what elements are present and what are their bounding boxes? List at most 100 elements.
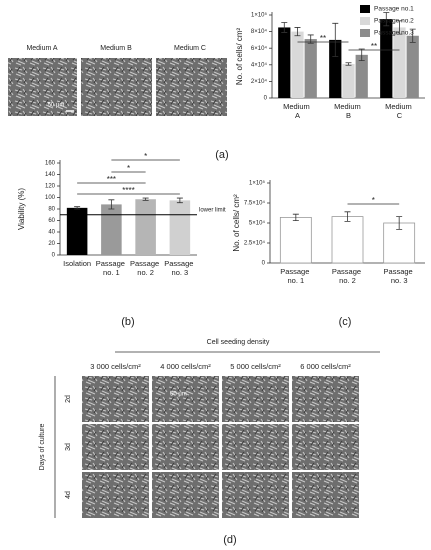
bar [393, 27, 406, 99]
y-tick-label: 7.5×10⁴ [244, 200, 266, 207]
panel-a-images: Medium A Medium B Medium C 50 μm (a) [8, 45, 229, 161]
legend-label: Passage no.3 [374, 30, 414, 37]
column-label: 5 000 cells/cm² [230, 362, 281, 371]
micrograph [292, 376, 359, 422]
x-tick-label: Passage no. 2 [332, 267, 363, 285]
y-tick-label: 5×10⁴ [249, 220, 266, 227]
column-label: 6 000 cells/cm² [300, 362, 351, 371]
error-bar [281, 22, 288, 33]
medium-label: Medium C [174, 45, 206, 52]
error-bar [409, 28, 416, 43]
x-tick-label: Passage no. 1 [280, 267, 311, 285]
y-axis-label: No. of cells/ cm² [235, 27, 244, 85]
column-label: 4 000 cells/cm² [160, 362, 211, 371]
row-label: 4d [65, 491, 72, 499]
micrograph [222, 472, 289, 518]
significance-label: * [144, 152, 147, 161]
panel-title: Cell seeding density [207, 339, 270, 346]
micrograph [152, 424, 219, 470]
bar [291, 31, 304, 99]
bar [406, 35, 419, 98]
error-bar [142, 197, 149, 201]
micrograph [292, 424, 359, 470]
micrograph [8, 58, 77, 116]
column-label: 3 000 cells/cm² [90, 362, 141, 371]
y-tick-label: 20 [48, 241, 55, 247]
scale-bar-label: 50 μm [48, 103, 65, 109]
bar [169, 200, 191, 255]
micrograph [82, 472, 149, 518]
scale-bar-label: 50 μm [170, 392, 187, 398]
bar [331, 216, 364, 264]
micrograph [222, 424, 289, 470]
legend-swatch [360, 29, 370, 37]
y-tick-label: 0 [264, 96, 268, 102]
panel-label: (c) [339, 316, 352, 328]
panel-d: Cell seeding density Days of culture (d) [39, 339, 380, 546]
bar [355, 54, 368, 98]
error-bar [176, 197, 183, 204]
bar [135, 199, 156, 255]
micrograph [152, 376, 219, 422]
error-bar [396, 20, 403, 35]
micrograph [292, 472, 359, 518]
y-tick-label: 120 [45, 184, 56, 190]
significance-label: * [372, 196, 375, 205]
x-tick-label: Passage no. 3 [384, 267, 415, 285]
medium-label: Medium A [26, 45, 57, 52]
row-label: 3d [65, 443, 72, 451]
y-tick-label: 60 [48, 218, 55, 224]
y-tick-label: 160 [45, 161, 56, 167]
reference-label: lower limit [199, 207, 226, 213]
y-axis-label: No. of cells/ cm² [232, 194, 241, 252]
bar [278, 27, 291, 99]
x-tick-label: Medium C [385, 102, 414, 120]
y-tick-label: 0 [52, 253, 56, 259]
significance-label: *** [107, 175, 116, 184]
significance-label: ** [371, 42, 377, 51]
y-tick-label: 40 [48, 230, 55, 236]
legend-swatch [360, 5, 370, 13]
micrograph [156, 58, 227, 116]
y-tick-label: 4×10⁴ [251, 61, 268, 68]
error-bar [74, 206, 81, 210]
y-tick-label: 80 [48, 207, 55, 213]
bar [279, 216, 312, 264]
y-tick-label: 0 [262, 261, 266, 267]
y-tick-label: 140 [45, 172, 56, 178]
medium-label: Medium B [100, 45, 132, 52]
bar [380, 19, 393, 98]
micrograph [82, 424, 149, 470]
y-tick-label: 8×10⁴ [251, 28, 268, 35]
micrograph [82, 376, 149, 422]
x-tick-label: Passage no. 3 [164, 259, 195, 277]
error-bar [294, 27, 301, 37]
panel-label: (d) [223, 534, 236, 546]
bar [101, 204, 122, 255]
y-axis-label: Viability (%) [17, 188, 26, 230]
y-tick-label: 1×10⁵ [251, 12, 268, 19]
error-bar [332, 22, 339, 57]
row-label: 2d [65, 395, 72, 403]
error-bar [344, 211, 351, 222]
y-tick-label: 2×10⁴ [251, 78, 268, 85]
significance-label: **** [122, 186, 134, 195]
x-tick-label: Medium B [334, 102, 363, 120]
legend-label: Passage no.1 [374, 6, 414, 13]
x-tick-label: Isolation [63, 259, 91, 268]
x-tick-label: Passage no. 1 [96, 259, 127, 277]
panel-label: (a) [215, 149, 228, 161]
error-bar [345, 62, 352, 66]
micrograph [152, 472, 219, 518]
micrograph [81, 58, 152, 116]
micrograph [222, 376, 289, 422]
row-title: Days of culture [39, 424, 46, 471]
error-bar [358, 48, 365, 62]
legend-label: Passage no.2 [374, 18, 414, 25]
legend-swatch [360, 17, 370, 25]
significance-label: ** [320, 34, 326, 43]
error-bar [292, 213, 299, 221]
bar [329, 39, 342, 98]
y-tick-label: 100 [45, 195, 56, 201]
